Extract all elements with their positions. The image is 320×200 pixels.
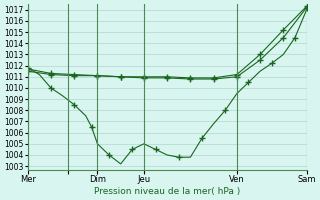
X-axis label: Pression niveau de la mer( hPa ): Pression niveau de la mer( hPa ) (94, 187, 240, 196)
